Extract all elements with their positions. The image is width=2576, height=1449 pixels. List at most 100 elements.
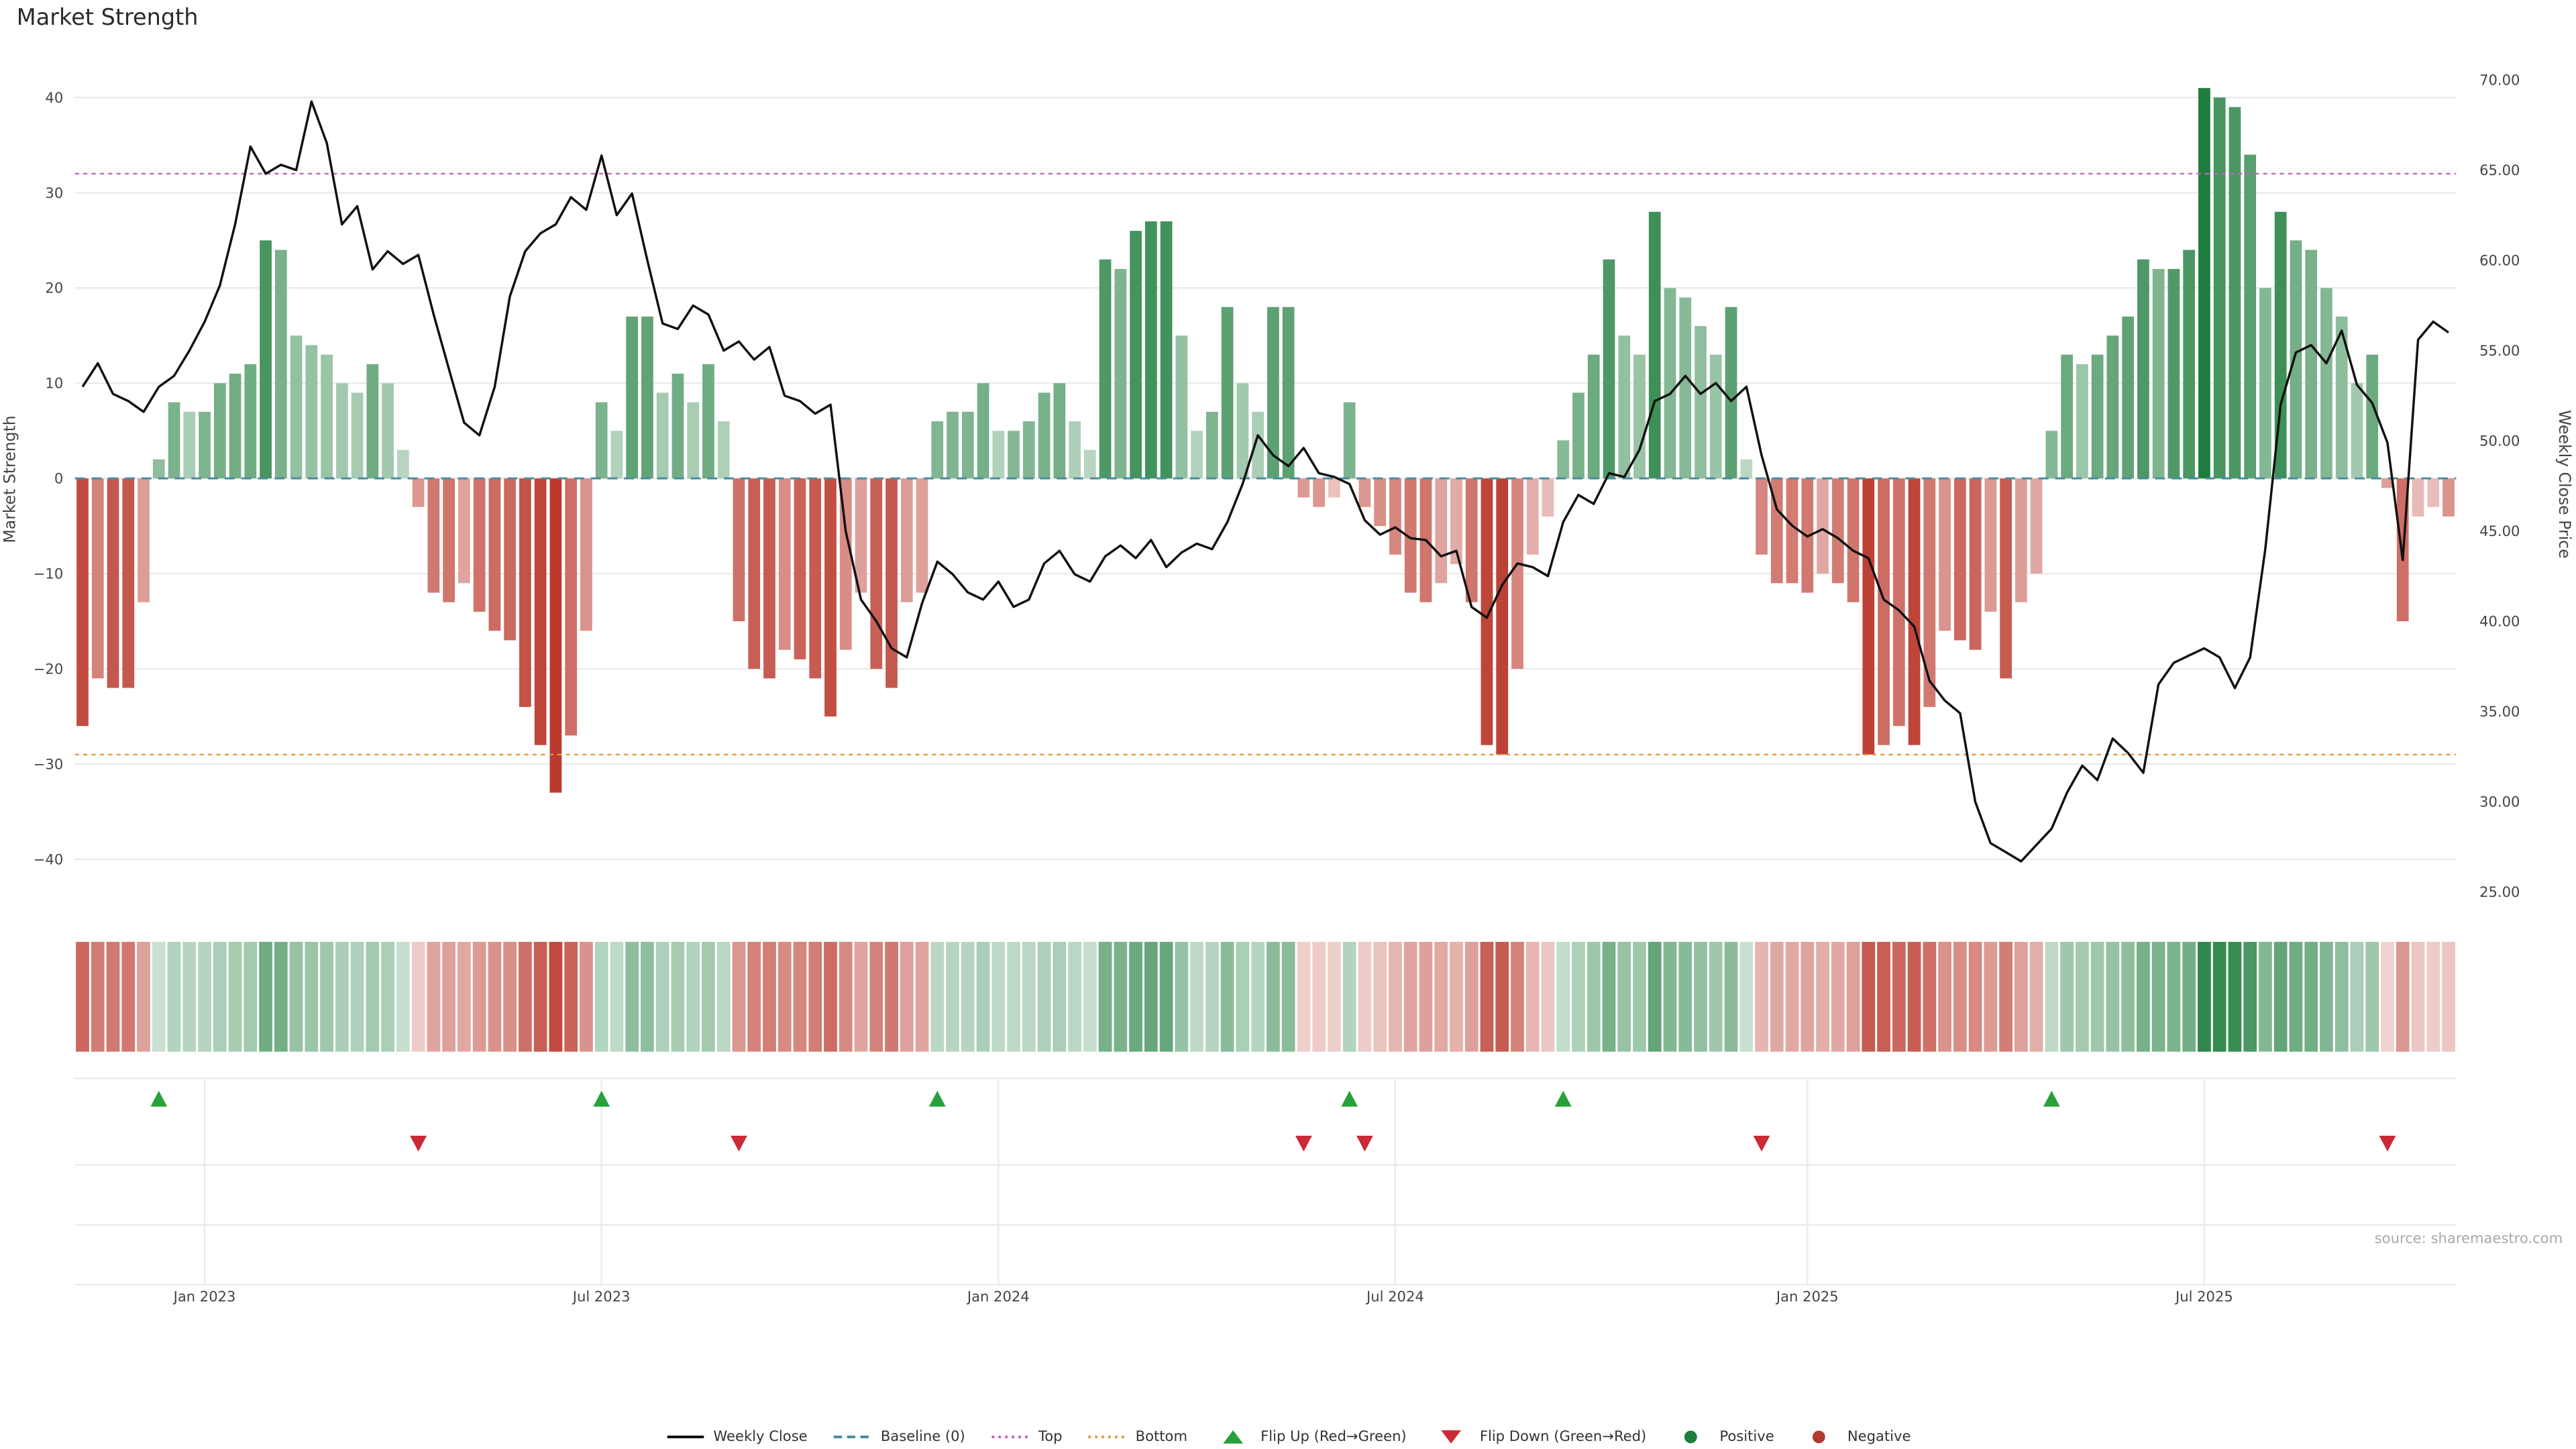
heatmap-cell[interactable] bbox=[1953, 942, 1967, 1052]
strength-bar[interactable] bbox=[1862, 478, 1875, 755]
weekly-close-line[interactable] bbox=[81, 100, 2449, 863]
heatmap-cell[interactable] bbox=[2259, 942, 2272, 1052]
heatmap-cell[interactable] bbox=[1373, 942, 1387, 1052]
heatmap-strip[interactable] bbox=[76, 942, 2455, 1052]
heatmap-cell[interactable] bbox=[1144, 942, 1158, 1052]
heatmap-cell[interactable] bbox=[2381, 942, 2394, 1052]
heatmap-cell[interactable] bbox=[610, 942, 624, 1052]
strength-bar[interactable] bbox=[595, 402, 608, 479]
weekly-close-path[interactable] bbox=[81, 100, 2449, 863]
strength-bar[interactable] bbox=[992, 431, 1005, 479]
strength-bar[interactable] bbox=[2290, 240, 2302, 479]
strength-bar[interactable] bbox=[1114, 268, 1127, 479]
strength-bar[interactable] bbox=[1679, 297, 1692, 479]
heatmap-cell[interactable] bbox=[228, 942, 242, 1052]
strength-bar[interactable] bbox=[855, 478, 867, 593]
strength-bar[interactable] bbox=[1252, 411, 1264, 479]
strength-bar[interactable] bbox=[748, 478, 761, 669]
heatmap-cell[interactable] bbox=[2029, 942, 2043, 1052]
heatmap-cell[interactable] bbox=[1587, 942, 1601, 1052]
heatmap-cell[interactable] bbox=[564, 942, 578, 1052]
strength-bar[interactable] bbox=[2030, 478, 2043, 574]
strength-bar[interactable] bbox=[977, 383, 989, 479]
heatmap-cell[interactable] bbox=[869, 942, 883, 1052]
strength-bar[interactable] bbox=[1191, 431, 1203, 479]
heatmap-cell[interactable] bbox=[457, 942, 471, 1052]
heatmap-cell[interactable] bbox=[1801, 942, 1815, 1052]
heatmap-cell[interactable] bbox=[2182, 942, 2196, 1052]
strength-bar[interactable] bbox=[1817, 478, 1829, 574]
heatmap-cell[interactable] bbox=[1312, 942, 1326, 1052]
strength-bar[interactable] bbox=[1389, 478, 1401, 555]
heatmap-cell[interactable] bbox=[1755, 942, 1768, 1052]
strength-bar[interactable] bbox=[931, 421, 944, 479]
strength-bar[interactable] bbox=[947, 411, 959, 479]
heatmap-cell[interactable] bbox=[824, 942, 837, 1052]
heatmap-cell[interactable] bbox=[2198, 942, 2211, 1052]
heatmap-cell[interactable] bbox=[106, 942, 120, 1052]
heatmap-cell[interactable] bbox=[198, 942, 211, 1052]
heatmap-cell[interactable] bbox=[1022, 942, 1036, 1052]
heatmap-cell[interactable] bbox=[2273, 942, 2288, 1052]
strength-bar[interactable] bbox=[2106, 335, 2119, 479]
heatmap-cell[interactable] bbox=[2151, 942, 2165, 1052]
heatmap-cell[interactable] bbox=[991, 942, 1006, 1052]
strength-bar[interactable] bbox=[656, 392, 669, 479]
heatmap-cell[interactable] bbox=[213, 942, 227, 1052]
strength-bar[interactable] bbox=[76, 478, 89, 727]
strength-bar[interactable] bbox=[2305, 250, 2318, 479]
heatmap-cell[interactable] bbox=[1602, 942, 1616, 1052]
heatmap-cell[interactable] bbox=[2365, 942, 2379, 1052]
strength-bar[interactable] bbox=[2183, 250, 2196, 479]
strength-bar[interactable] bbox=[1038, 392, 1051, 479]
heatmap-cell[interactable] bbox=[1342, 942, 1356, 1052]
heatmap-cell[interactable] bbox=[2060, 942, 2074, 1052]
strength-bar[interactable] bbox=[1343, 402, 1356, 479]
heatmap-cell[interactable] bbox=[885, 942, 898, 1052]
strength-bar[interactable] bbox=[565, 478, 578, 736]
strength-bar[interactable] bbox=[2335, 316, 2348, 479]
heatmap-cell[interactable] bbox=[2334, 942, 2349, 1052]
flip-down-marker[interactable] bbox=[2379, 1136, 2396, 1152]
strength-bar[interactable] bbox=[1175, 335, 1188, 479]
strength-bar[interactable] bbox=[2244, 154, 2257, 479]
flip-up-marker[interactable] bbox=[928, 1091, 946, 1107]
heatmap-cell[interactable] bbox=[1724, 942, 1738, 1052]
flip-marker-strip[interactable] bbox=[150, 1091, 2396, 1152]
strength-bar[interactable] bbox=[1160, 221, 1173, 479]
strength-bar[interactable] bbox=[2122, 316, 2135, 479]
heatmap-cell[interactable] bbox=[1984, 942, 1998, 1052]
heatmap-cell[interactable] bbox=[2045, 942, 2059, 1052]
heatmap-cell[interactable] bbox=[396, 942, 410, 1052]
heatmap-cell[interactable] bbox=[2167, 942, 2181, 1052]
heatmap-cell[interactable] bbox=[2137, 942, 2150, 1052]
strength-bar[interactable] bbox=[1557, 440, 1570, 479]
heatmap-cell[interactable] bbox=[763, 942, 776, 1052]
heatmap-cell[interactable] bbox=[808, 942, 822, 1052]
strength-bar[interactable] bbox=[1939, 478, 1951, 631]
heatmap-cell[interactable] bbox=[1159, 942, 1173, 1052]
legend-item-flip-down-green-red[interactable]: Flip Down (Green→Red) bbox=[1432, 1428, 1646, 1446]
strength-bar[interactable] bbox=[672, 374, 684, 479]
heatmap-cell[interactable] bbox=[335, 942, 349, 1052]
heatmap-cell[interactable] bbox=[2320, 942, 2333, 1052]
heatmap-cell[interactable] bbox=[1205, 942, 1219, 1052]
heatmap-cell[interactable] bbox=[1328, 942, 1341, 1052]
strength-bar[interactable] bbox=[2213, 97, 2226, 479]
heatmap-cell[interactable] bbox=[793, 942, 807, 1052]
strength-bar[interactable] bbox=[244, 364, 257, 479]
heatmap-cell[interactable] bbox=[1785, 942, 1799, 1052]
heatmap-cell[interactable] bbox=[2106, 942, 2120, 1052]
strength-bar[interactable] bbox=[534, 478, 547, 745]
strength-bar[interactable] bbox=[458, 478, 470, 584]
heatmap-cell[interactable] bbox=[671, 942, 685, 1052]
heatmap-cell[interactable] bbox=[900, 942, 914, 1052]
strength-bar[interactable] bbox=[382, 383, 394, 479]
strength-bar[interactable] bbox=[1450, 478, 1462, 564]
heatmap-cell[interactable] bbox=[1663, 942, 1677, 1052]
heatmap-cell[interactable] bbox=[2212, 942, 2226, 1052]
heatmap-cell[interactable] bbox=[2350, 942, 2364, 1052]
heatmap-cell[interactable] bbox=[1037, 942, 1051, 1052]
strength-bar[interactable] bbox=[1725, 307, 1737, 479]
strength-bar[interactable] bbox=[2259, 288, 2271, 479]
